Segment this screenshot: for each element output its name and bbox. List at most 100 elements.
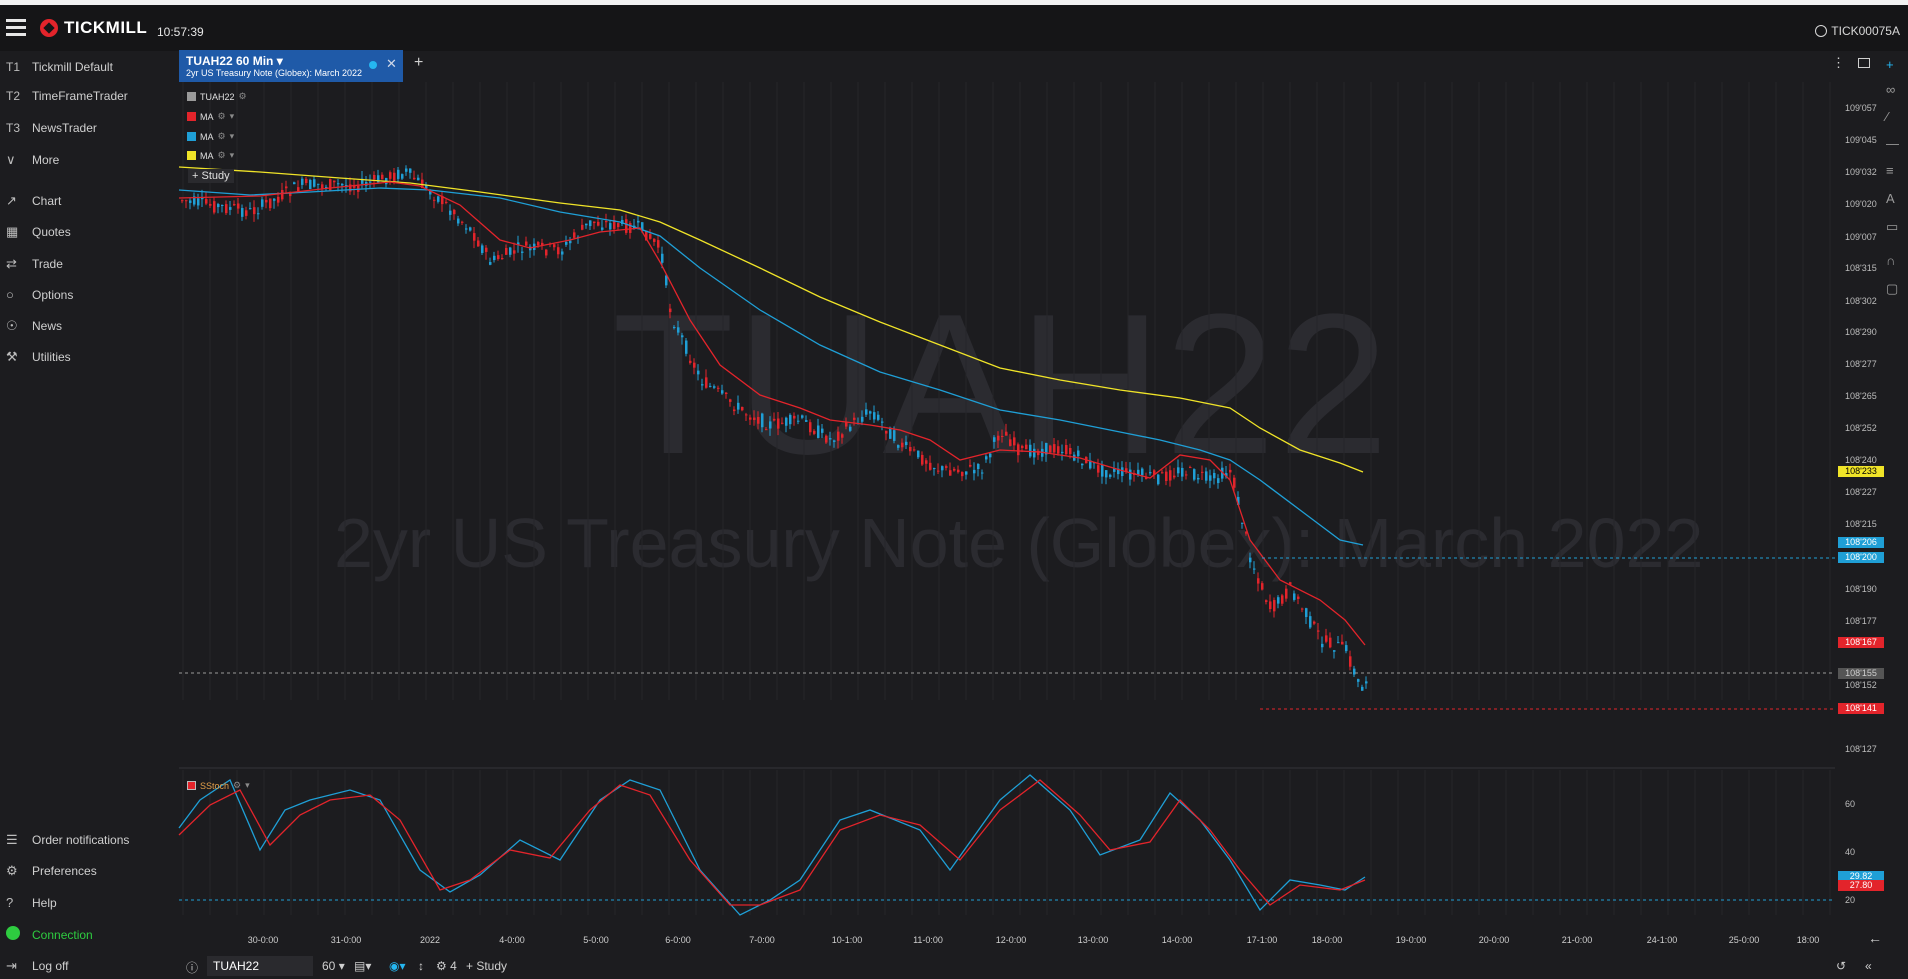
legend-swatch — [187, 132, 196, 141]
arrow-left-icon[interactable]: ← — [1868, 930, 1882, 946]
sidebar-item-label: Order notifications — [32, 833, 130, 847]
time-tick-label: 31-0:00 — [330, 935, 362, 945]
list-icon: ☰ — [6, 832, 18, 847]
interval-select[interactable]: 60 ▾ — [322, 959, 345, 973]
price-badge: 108'200 — [1838, 552, 1884, 563]
gear-icon[interactable]: ⚙ — [217, 111, 226, 121]
rectangle-icon[interactable]: ▭ — [1886, 219, 1899, 234]
legend-label: TUAH22 — [200, 91, 235, 102]
info-icon[interactable]: ⓘ — [186, 961, 199, 975]
trendline-icon[interactable]: ∕ — [1886, 109, 1889, 124]
price-tick-label: 108'240 — [1845, 455, 1877, 465]
sidebar-item-logoff[interactable]: ⇥ Log off — [6, 958, 68, 974]
bottom-add-study-button[interactable]: + Study — [466, 959, 508, 973]
symbol-input[interactable] — [207, 956, 313, 976]
bottom-bar — [178, 954, 1908, 979]
time-tick-label: 4-0:00 — [499, 935, 525, 945]
price-tick-label: 109'057 — [1845, 103, 1877, 113]
time-tick-label: 5-0:00 — [583, 935, 609, 945]
price-tick-label: 108'127 — [1845, 744, 1877, 754]
more-options-icon[interactable]: ⋮ — [1832, 55, 1845, 70]
sidebar-item-news[interactable]: ☉ News — [6, 318, 62, 334]
legend-ma-mid[interactable]: MA ⚙ ▾ — [187, 131, 234, 142]
collapse-icon[interactable]: « — [1865, 959, 1872, 973]
sidebar-item-chart[interactable]: ↗ Chart — [6, 193, 61, 209]
workspace-code: T1 — [6, 60, 21, 74]
watermark-symbol: TUAH22 — [612, 273, 1391, 496]
legend-ma-fast[interactable]: MA ⚙ ▾ — [187, 111, 234, 122]
chart-type-select[interactable]: ▤▾ — [354, 959, 372, 973]
chevron-down-icon[interactable]: ▾ — [229, 111, 235, 121]
close-tab-icon[interactable]: ✕ — [386, 56, 397, 71]
gear-icon[interactable]: ⚙ — [238, 91, 247, 101]
price-badge: 108'206 — [1838, 537, 1884, 548]
sidebar-item-utilities[interactable]: ⚒ Utilities — [6, 349, 71, 365]
channel-icon[interactable]: ≡ — [1886, 163, 1894, 178]
time-tick-label: 21-0:00 — [1561, 935, 1593, 945]
visibility-icon[interactable]: ◉▾ — [389, 959, 406, 973]
utilities-icon: ⚒ — [6, 349, 18, 364]
sidebar-item-quotes[interactable]: ▦ Quotes — [6, 224, 71, 240]
reset-icon[interactable]: ↺ — [1836, 959, 1847, 973]
time-tick-label: 12-0:00 — [995, 935, 1027, 945]
chevron-down-icon[interactable]: ▾ — [229, 150, 235, 160]
legend-label: MA — [200, 150, 214, 161]
osc-tick-label: 60 — [1845, 799, 1856, 809]
sidebar-more[interactable]: ∨ More — [6, 152, 59, 168]
gear-icon[interactable]: ⚙ — [217, 131, 226, 141]
time-tick-label: 6-0:00 — [665, 935, 691, 945]
time-tick-label: 20-0:00 — [1478, 935, 1510, 945]
trade-icon: ⇄ — [6, 256, 17, 271]
sidebar-item-order-notifications[interactable]: ☰ Order notifications — [6, 832, 129, 848]
help-icon: ? — [6, 895, 14, 910]
price-badge: 108'233 — [1838, 466, 1884, 477]
sidebar-item-preferences[interactable]: ⚙ Preferences — [6, 863, 97, 879]
chart-tab[interactable]: TUAH22 60 Min ▾ 2yr US Treasury Note (Gl… — [179, 50, 403, 82]
chevron-down-icon[interactable]: ▾ — [245, 780, 250, 790]
logoff-icon: ⇥ — [6, 958, 17, 973]
add-study-button[interactable]: + Study — [188, 169, 234, 183]
sidebar-workspace-t2[interactable]: T2 TimeFrameTrader — [6, 89, 128, 103]
sidebar-item-label: News — [32, 319, 63, 333]
legend-sstoch[interactable]: SStoch ⚙ ▾ — [187, 780, 250, 791]
menu-icon[interactable] — [6, 19, 26, 37]
legend-swatch — [187, 781, 196, 790]
osc-badge: 27.80 — [1838, 880, 1884, 891]
chevron-down-icon: ∨ — [6, 152, 16, 167]
crosshair-icon[interactable]: + — [1886, 57, 1894, 72]
trash-icon[interactable]: ▢ — [1886, 281, 1899, 296]
account-id: TICK00075A — [1831, 24, 1900, 38]
chart-tab-subtitle: 2yr US Treasury Note (Globex): March 202… — [186, 68, 363, 78]
clock: 10:57:39 — [157, 25, 204, 39]
studies-count-button[interactable]: ⚙ 4 — [436, 959, 457, 973]
price-tick-label: 108'152 — [1845, 680, 1877, 690]
osc-tick-label: 40 — [1845, 847, 1856, 857]
legend-ma-slow[interactable]: MA ⚙ ▾ — [187, 150, 234, 161]
magnet-icon[interactable]: ∩ — [1886, 253, 1896, 268]
detach-window-icon[interactable] — [1858, 58, 1870, 68]
sidebar-item-options[interactable]: ○ Options — [6, 287, 73, 302]
sidebar-item-connection[interactable]: Connection — [6, 926, 93, 943]
gear-icon[interactable]: ⚙ — [217, 150, 226, 160]
price-tick-label: 108'190 — [1845, 584, 1877, 594]
chart-area[interactable] — [178, 51, 1876, 951]
cursor-icon[interactable]: ↕ — [418, 959, 424, 973]
legend-symbol[interactable]: TUAH22 ⚙ — [187, 91, 247, 102]
link-icon[interactable]: ∞ — [1886, 82, 1896, 97]
hline-icon[interactable]: — — [1886, 136, 1899, 151]
interval-value: 60 — [322, 959, 336, 973]
sidebar-item-trade[interactable]: ⇄ Trade — [6, 256, 63, 272]
chevron-down-icon[interactable]: ▾ — [229, 131, 235, 141]
text-tool-icon[interactable]: A — [1886, 191, 1895, 206]
connection-dot-icon — [6, 926, 24, 943]
price-tick-label: 108'215 — [1845, 519, 1877, 529]
sidebar-item-label: Chart — [32, 194, 62, 208]
sidebar-workspace-t1[interactable]: T1 Tickmill Default — [6, 60, 113, 74]
account-selector[interactable]: TICK00075A — [1815, 24, 1900, 38]
time-tick-label: 2022 — [419, 935, 441, 945]
sidebar-workspace-t3[interactable]: T3 NewsTrader — [6, 121, 97, 135]
gear-icon[interactable]: ⚙ — [233, 780, 242, 790]
sidebar-item-help[interactable]: ? Help — [6, 895, 57, 910]
add-tab-button[interactable]: + — [414, 54, 424, 71]
brand-name: TICKMILL — [64, 18, 148, 37]
